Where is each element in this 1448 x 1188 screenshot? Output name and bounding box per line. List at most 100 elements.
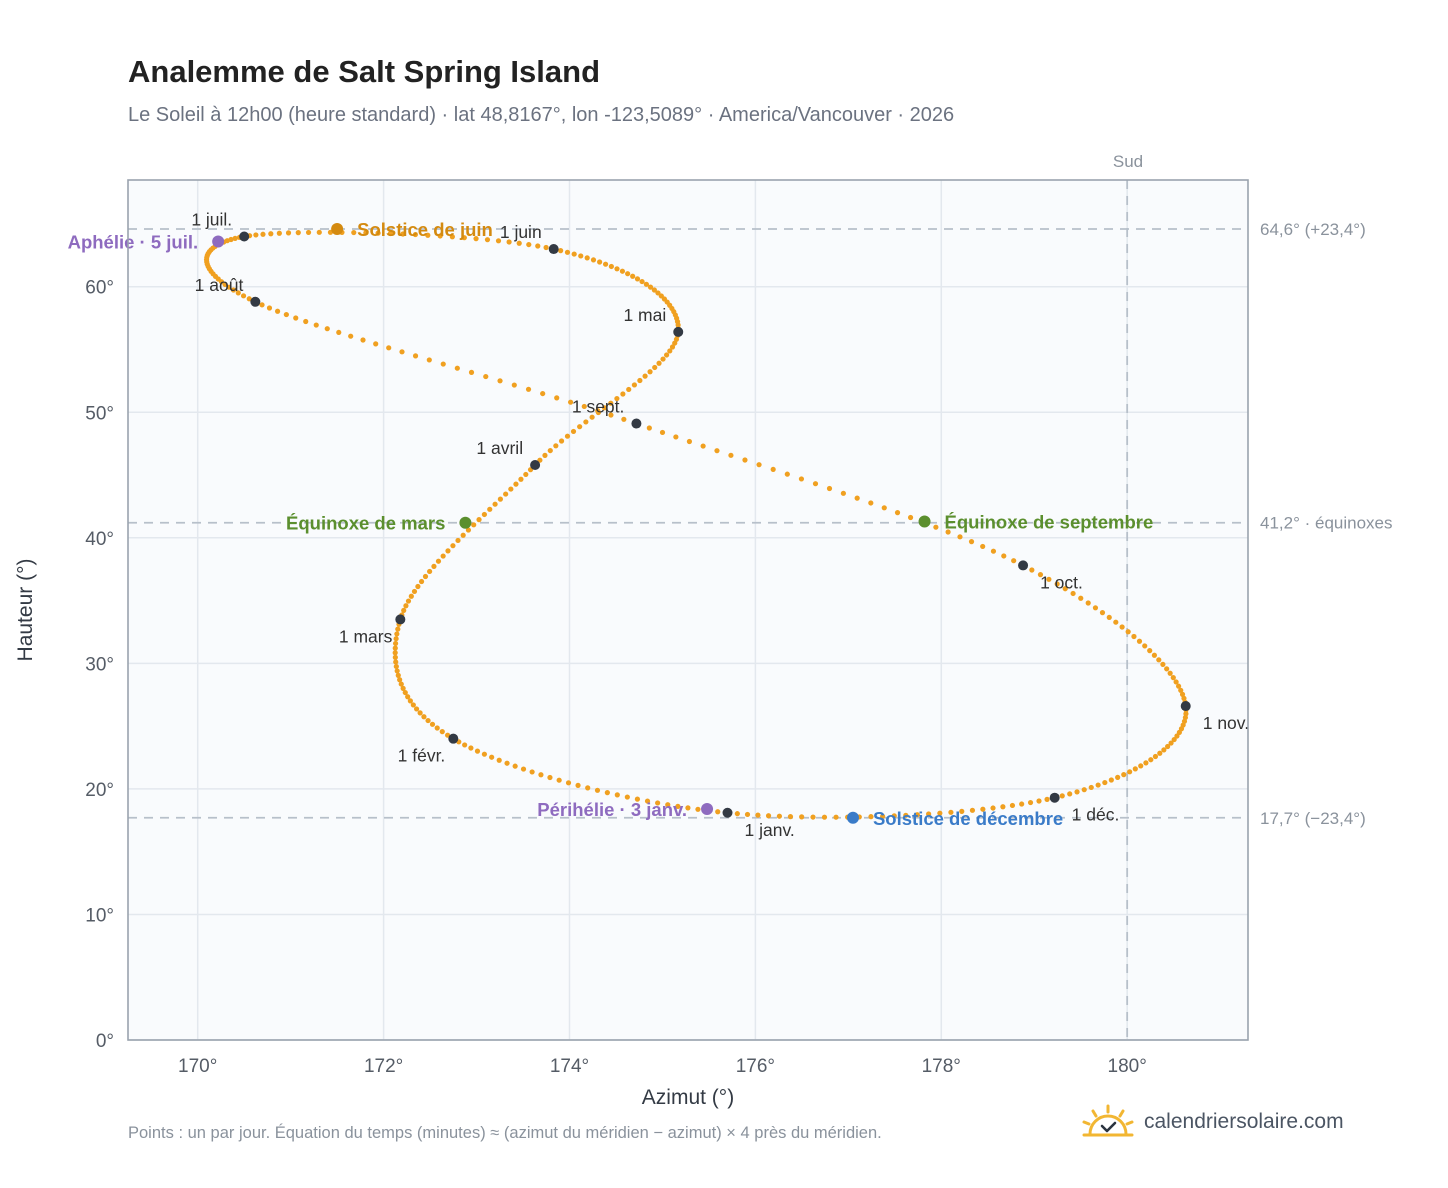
- day-point: [554, 395, 560, 401]
- month-label: 1 juil.: [191, 209, 232, 229]
- day-point: [647, 284, 654, 290]
- day-point: [483, 373, 489, 380]
- day-point: [547, 774, 553, 781]
- month-label: 1 déc.: [1072, 805, 1120, 825]
- day-point: [553, 443, 559, 449]
- day-point: [1151, 652, 1158, 658]
- day-point: [1000, 804, 1006, 810]
- meridian-label: Sud: [1113, 152, 1143, 171]
- day-point: [630, 273, 636, 279]
- day-point: [667, 348, 673, 354]
- day-point: [394, 631, 400, 637]
- day-point: [508, 486, 514, 492]
- day-point: [363, 230, 369, 236]
- day-point: [558, 438, 565, 444]
- day-point: [497, 378, 503, 384]
- month-marker: [239, 231, 250, 242]
- day-point: [854, 495, 860, 501]
- day-point: [411, 588, 418, 595]
- day-point: [504, 760, 510, 766]
- day-point: [313, 322, 319, 328]
- day-point: [373, 341, 379, 347]
- day-point: [1175, 683, 1182, 689]
- month-marker: [722, 807, 733, 818]
- day-point: [253, 232, 259, 238]
- day-point: [487, 506, 493, 512]
- day-point: [833, 814, 839, 820]
- day-point: [826, 485, 833, 492]
- day-point: [655, 290, 661, 296]
- day-point: [1152, 753, 1159, 760]
- day-point: [776, 813, 783, 819]
- day-point: [476, 517, 482, 523]
- y-tick-label: 60°: [85, 278, 114, 299]
- day-point: [1009, 802, 1016, 809]
- day-point: [980, 806, 986, 812]
- event-marker: [846, 811, 859, 824]
- day-point: [218, 279, 225, 285]
- day-point: [1102, 779, 1108, 786]
- day-point: [685, 805, 691, 811]
- day-point: [495, 238, 502, 244]
- day-point: [1181, 695, 1187, 701]
- axis-ticks: 170° 172° 174° 176° 178° 180° 0° 10° 20° 30° 40° 50…: [85, 278, 1147, 1077]
- day-point: [503, 491, 509, 497]
- day-point: [518, 476, 524, 482]
- y-tick-label: 20°: [85, 780, 114, 801]
- day-point: [520, 766, 527, 772]
- day-point: [594, 787, 601, 793]
- day-point: [474, 748, 481, 754]
- day-point: [516, 240, 522, 246]
- day-point: [417, 710, 423, 716]
- day-point: [614, 395, 620, 402]
- day-point: [400, 231, 406, 237]
- day-point: [468, 369, 475, 375]
- brand[interactable]: calendriersolaire.com: [1082, 1102, 1344, 1142]
- y-axis-label: Hauteur (°): [14, 559, 37, 662]
- day-point: [386, 345, 392, 351]
- event-marker: [331, 222, 344, 235]
- month-marker: [530, 459, 541, 470]
- day-point: [624, 794, 630, 800]
- month-label: 1 sept.: [572, 397, 625, 417]
- day-point: [392, 650, 398, 656]
- day-point: [1046, 576, 1052, 582]
- day-point: [240, 293, 247, 299]
- day-point: [821, 814, 828, 820]
- day-point: [1167, 670, 1173, 676]
- day-point: [400, 685, 406, 691]
- day-point: [1170, 675, 1176, 681]
- day-point: [602, 261, 609, 267]
- day-point: [1092, 605, 1099, 611]
- event-label: Équinoxe de mars: [286, 513, 445, 534]
- day-point: [646, 425, 652, 431]
- month-markers: 1 janv. 1 févr. 1 mars 1 avril 1 mai 1 juin 1 …: [191, 209, 1249, 839]
- day-point: [1178, 687, 1184, 693]
- day-point: [303, 318, 309, 325]
- day-point: [647, 369, 653, 375]
- day-point: [1143, 760, 1149, 766]
- x-tick-label: 170°: [178, 1056, 217, 1077]
- event-marker: [701, 802, 714, 815]
- day-point: [398, 681, 404, 687]
- day-point: [230, 287, 237, 293]
- day-point: [626, 386, 632, 393]
- day-point: [914, 812, 920, 818]
- day-point: [686, 438, 693, 445]
- month-label: 1 nov.: [1203, 713, 1249, 733]
- day-point: [584, 255, 590, 261]
- day-point: [744, 811, 751, 818]
- month-label: 1 mai: [623, 305, 666, 325]
- month-marker: [548, 244, 559, 255]
- day-point: [868, 814, 874, 820]
- month-label: 1 oct.: [1040, 572, 1083, 592]
- day-point: [410, 702, 416, 708]
- day-point: [405, 598, 412, 604]
- day-point: [714, 448, 720, 454]
- day-point: [471, 522, 477, 528]
- day-point: [421, 714, 427, 720]
- day-point: [1001, 553, 1007, 559]
- day-point: [268, 231, 274, 237]
- day-point: [651, 287, 657, 293]
- sun-check-icon: [1082, 1104, 1134, 1137]
